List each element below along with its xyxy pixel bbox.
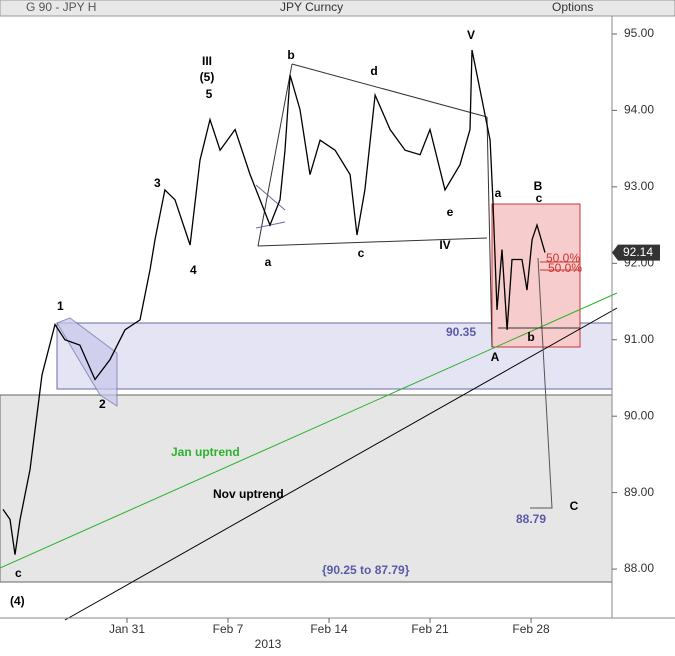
annotation: 4 [190,263,197,277]
annotation: c [536,191,543,205]
annotation: c [15,566,22,580]
fib-label: 50.0% [548,261,582,275]
annotation: Nov uptrend [213,487,284,501]
annotation: c [358,246,365,260]
annotation: 2 [99,397,106,411]
toolbar-center[interactable]: JPY Curncy [280,0,343,14]
nov-uptrend [64,307,618,621]
x-tick-label: Jan 31 [109,622,145,636]
projection [530,257,553,509]
toolbar [0,0,675,17]
year-label: 2013 [255,637,282,651]
annotation: (5) [200,70,215,84]
annotation: B [534,179,543,193]
triangle-top [291,63,488,118]
last-price-box [612,244,660,261]
annotation: 88.79 [516,512,546,526]
annotation: IV [439,238,450,252]
red-zone [491,203,581,348]
x-tick-label: Feb 21 [411,622,449,636]
price-line [2,49,546,555]
annotation: d [370,64,377,78]
support-zone [0,394,613,583]
flag-small [255,184,286,211]
triangle-left [257,63,293,247]
annotation: e [447,205,454,219]
y-tick-label: 94.00 [624,103,654,117]
jan-uptrend [0,292,618,569]
annotation: V [467,28,475,42]
fib-label: 50.0% [546,251,580,265]
annotation: 90.35 [446,325,476,339]
y-tick-label: 93.00 [624,179,654,193]
x-tick-label: Feb 14 [310,622,348,636]
annotation: a [265,255,272,269]
y-tick-label: 89.00 [624,485,654,499]
annotation: b [287,48,294,62]
x-tick-label: Feb 28 [512,622,550,636]
y-tick-label: 91.00 [624,332,654,346]
annotation: b [527,330,534,344]
last-price-label: 92.14 [623,245,653,259]
annotation: {90.25 to 87.79} [322,563,410,577]
toolbar-right[interactable]: Options [552,0,593,14]
annotation: 5 [206,87,213,101]
annotation: a [495,186,502,200]
triangle-right [486,116,493,348]
toolbar-left[interactable]: G 90 - JPY H [26,0,96,14]
y-tick-label: 88.00 [624,561,654,575]
x-tick-label: Feb 7 [213,622,244,636]
annotation: III [202,54,212,68]
y-tick-label: 95.00 [624,26,654,40]
annotation: C [570,499,579,513]
annotation: 3 [154,176,161,190]
annotation: (4) [10,594,25,608]
y-tick-label: 90.00 [624,408,654,422]
annotation: A [491,350,500,364]
triangle-bottom [257,237,488,247]
annotation: 1 [57,299,64,313]
annotation: Jan uptrend [171,445,240,459]
